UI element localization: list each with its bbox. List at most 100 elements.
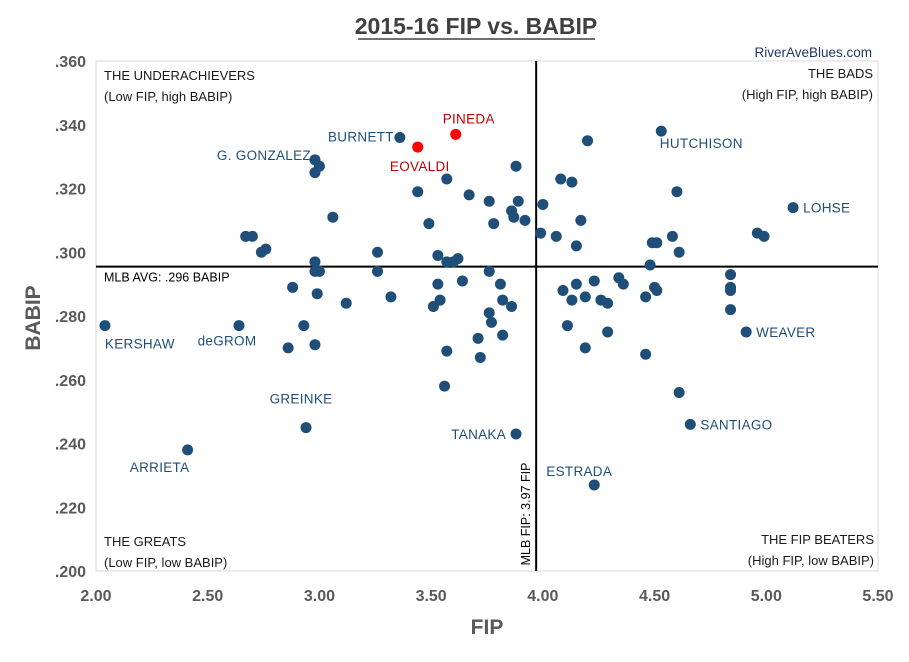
data-point (644, 259, 656, 271)
data-point (474, 351, 486, 363)
data-point (519, 214, 531, 226)
point-label-weaver: WEAVER (756, 325, 815, 340)
quadrant-name: THE FIP BEATERS (761, 532, 874, 547)
data-point (602, 297, 614, 309)
data-point (575, 214, 587, 226)
data-point (640, 291, 652, 303)
point-label-estrada: ESTRADA (546, 464, 612, 479)
data-point (673, 387, 685, 398)
x-tick-label: 4.50 (639, 588, 670, 605)
x-tick-label: 4.00 (527, 588, 558, 605)
source-credit: RiverAveBlues.com (754, 45, 872, 60)
data-point (535, 227, 547, 239)
y-tick-label: .360 (55, 54, 86, 71)
data-point-degrom (233, 320, 245, 332)
data-point (673, 246, 685, 258)
data-point (412, 186, 424, 198)
data-point (651, 237, 663, 249)
data-point (555, 173, 567, 185)
data-point (666, 230, 678, 242)
y-tick-label: .280 (55, 309, 86, 326)
axes: 2.00 2.50 3.00 3.50 4.00 4.50 5.00 5.50 .200 .220… (55, 54, 894, 605)
x-tick-label: 2.00 (80, 588, 111, 605)
data-point-lohse (787, 202, 799, 214)
quadrant-description: (High FIP, low BABIP) (748, 553, 874, 568)
data-point (579, 291, 591, 303)
point-label-burnett: BURNETT (328, 130, 394, 145)
data-point (372, 265, 384, 277)
point-labels: PINEDA EOVALDI BURNETT G. GONZALEZ HUTCHISON… (105, 111, 850, 479)
point-label-tanaka: TANAKA (451, 427, 506, 442)
point-label-degrom: deGROM (198, 334, 257, 349)
data-point-burnett (394, 132, 406, 143)
reference-lines: MLB AVG: .296 BABIP MLB FIP: 3.97 FIP (96, 61, 878, 571)
data-point (602, 326, 614, 338)
point-label-kershaw: KERSHAW (105, 337, 175, 352)
data-point-kershaw (99, 320, 111, 332)
data-point-pineda (450, 128, 462, 140)
point-label-pineda: PINEDA (443, 111, 495, 126)
x-tick-label: 5.00 (751, 588, 782, 605)
data-point (340, 297, 352, 309)
y-tick-label: .300 (55, 245, 86, 262)
point-label-g-gonzalez: G. GONZALEZ (217, 148, 311, 163)
data-point (758, 230, 770, 242)
y-tick-label: .220 (55, 500, 86, 517)
y-tick-label: .240 (55, 437, 86, 454)
data-point-arrieta (182, 444, 194, 456)
data-point (452, 253, 464, 265)
quadrant-name: THE UNDERACHIEVERS (104, 68, 255, 83)
data-point (561, 320, 573, 332)
data-point (671, 186, 683, 198)
mlb-fip-label: MLB FIP: 3.97 FIP (519, 463, 533, 566)
data-point (439, 380, 451, 392)
point-label-lohse: LOHSE (803, 201, 850, 216)
point-label-hutchison: HUTCHISON (660, 136, 743, 151)
data-point (588, 275, 600, 287)
data-point (510, 160, 522, 172)
quadrant-description: (Low FIP, high BABIP) (104, 89, 232, 104)
data-point (485, 316, 497, 328)
data-point-eovaldi (412, 141, 424, 153)
point-label-eovaldi: EOVALDI (390, 159, 450, 174)
data-point-g-gonzalez (309, 154, 321, 166)
data-point (512, 195, 524, 207)
data-point (651, 285, 663, 296)
point-label-arrieta: ARRIETA (130, 460, 190, 475)
x-tick-label: 2.50 (192, 588, 223, 605)
quadrant-name: THE BADS (808, 66, 873, 81)
data-point (313, 265, 325, 277)
chart-title: 2015-16 FIP vs. BABIP (355, 13, 597, 39)
data-point (309, 339, 321, 351)
x-tick-label: 3.50 (416, 588, 447, 605)
data-point-hutchison (655, 125, 667, 137)
y-tick-label: .340 (55, 118, 86, 135)
data-point (570, 240, 582, 252)
y-tick-label: .320 (55, 182, 86, 199)
y-tick-label: .200 (55, 564, 86, 581)
data-point (432, 249, 444, 261)
data-point (246, 230, 258, 242)
data-point-greinke (300, 422, 312, 434)
data-point (494, 278, 506, 290)
y-tick-label: .260 (55, 373, 86, 390)
data-point (441, 345, 453, 357)
data-point (550, 230, 562, 242)
y-axis-title: BABIP (22, 285, 45, 350)
data-point-santiago (684, 418, 696, 430)
data-point (725, 304, 737, 316)
data-point (327, 211, 339, 223)
data-point (423, 218, 435, 230)
data-point (582, 135, 594, 147)
data-point (537, 198, 549, 210)
data-point (579, 342, 591, 354)
data-points (99, 125, 799, 491)
quadrant-description: (High FIP, high BABIP) (742, 87, 873, 102)
mlb-avg-babip-label: MLB AVG: .296 BABIP (104, 271, 230, 285)
data-point (570, 278, 582, 290)
data-point (287, 281, 299, 293)
data-point (372, 246, 384, 258)
